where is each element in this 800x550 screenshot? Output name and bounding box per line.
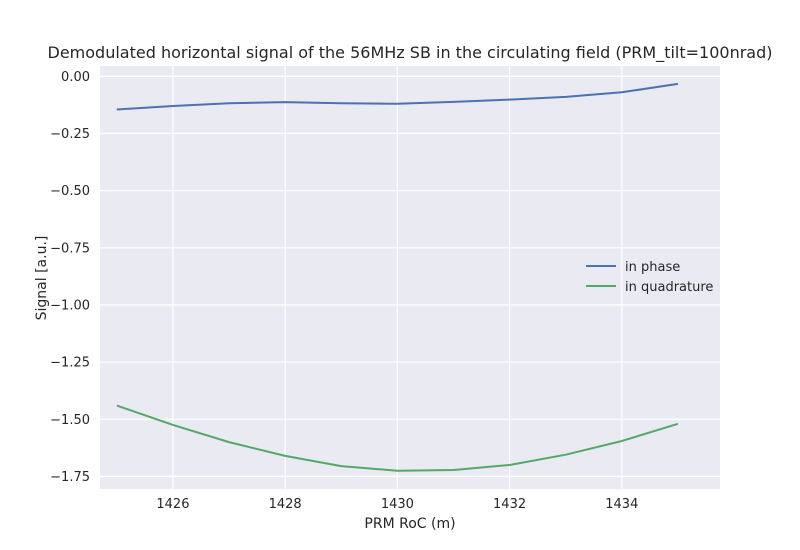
tick-labels: 1426 1428 1430 1432 1434 0.00 −0.25 −0.50 −0.75 −… [50, 70, 638, 512]
y-axis-label: Signal [a.u.] [34, 236, 50, 321]
legend-label-in-quadrature: in quadrature [625, 280, 713, 295]
legend-label-in-phase: in phase [625, 260, 680, 275]
y-tick-label: −0.50 [50, 184, 90, 199]
chart-title: Demodulated horizontal signal of the 56M… [48, 43, 773, 63]
plot-area [100, 66, 720, 489]
x-tick-label: 1428 [269, 497, 302, 512]
series-line-in-quadrature [116, 404, 679, 472]
y-tick-label: −0.75 [50, 241, 90, 256]
x-tick-label: 1432 [493, 497, 526, 512]
y-tick-label: −1.50 [50, 413, 90, 428]
x-axis-label: PRM RoC (m) [364, 516, 455, 532]
series-line-in-phase [116, 82, 679, 111]
series-lines [116, 82, 679, 472]
legend: in phase in quadrature [586, 260, 713, 295]
y-tick-label: 0.00 [61, 70, 90, 85]
x-tick-label: 1426 [156, 497, 189, 512]
y-tick-label: −1.75 [50, 470, 90, 485]
x-tick-label: 1430 [381, 497, 414, 512]
y-tick-label: −1.00 [50, 298, 90, 313]
grid [100, 66, 720, 489]
x-tick-label: 1434 [605, 497, 638, 512]
y-tick-label: −1.25 [50, 356, 90, 371]
y-tick-label: −0.25 [50, 127, 90, 142]
